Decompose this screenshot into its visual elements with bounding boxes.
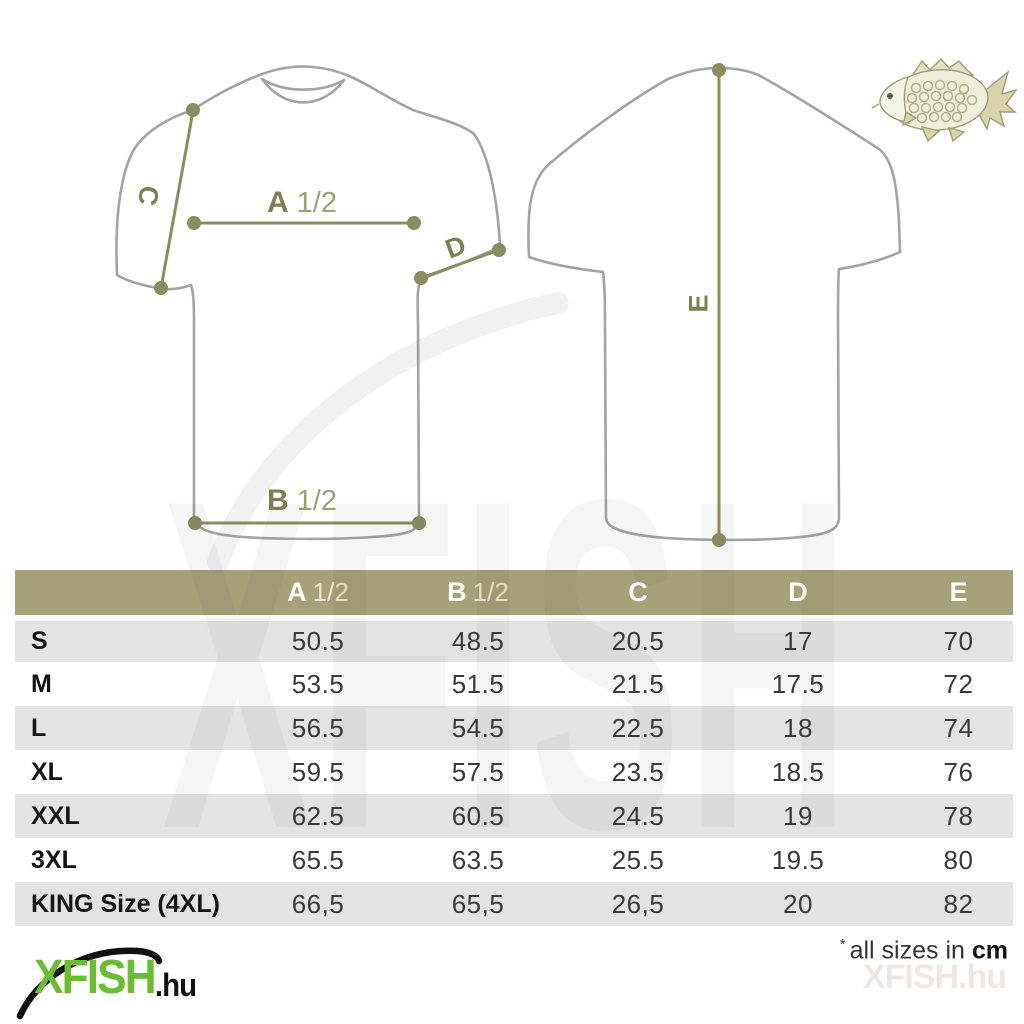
- footnote-unit: cm: [971, 936, 1008, 965]
- size-column-header: C: [558, 570, 718, 621]
- size-cell: 65.5: [291, 844, 345, 875]
- size-column-header: A 1/2: [238, 570, 398, 621]
- size-cell: 50.5: [291, 626, 345, 656]
- xfish-logo: XFISH .hu: [8, 940, 288, 1022]
- size-cell: 54.5: [451, 712, 505, 743]
- size-cell: 48.5: [451, 626, 505, 656]
- size-table-corner-cell: [15, 570, 238, 621]
- column-letter: E: [949, 577, 968, 607]
- size-cell: 25.5: [611, 844, 665, 875]
- fish-icon: [871, 57, 1018, 143]
- footnote-text: all sizes in: [849, 936, 972, 965]
- size-row-label: M: [31, 669, 52, 698]
- footnote-asterisk: *: [839, 936, 846, 953]
- size-cell: 80: [943, 844, 974, 875]
- column-letter: B: [447, 577, 467, 607]
- size-cell: 22.5: [611, 712, 665, 743]
- size-table-body: S 50.5 48.5 20.5 17 70 M 53.5 51.5 21.5 17.5 72 L 56.…: [15, 618, 1013, 926]
- size-row-label: L: [31, 713, 47, 742]
- size-row-label: XXL: [31, 801, 80, 830]
- size-cell: 20.5: [611, 626, 665, 656]
- size-cell: 60.5: [451, 800, 505, 831]
- size-cell: 62.5: [291, 800, 345, 831]
- label-A-half: A 1/2: [267, 186, 337, 219]
- size-cell: 66,5: [291, 888, 345, 919]
- column-fraction: 1/2: [472, 577, 509, 607]
- size-row: L 56.5 54.5 22.5 18 74: [15, 706, 1013, 750]
- size-cell: 76: [943, 756, 974, 787]
- size-row-label: 3XL: [31, 845, 77, 874]
- size-cell: 78: [943, 800, 974, 831]
- size-cell: 19: [783, 800, 813, 831]
- size-cell: 74: [943, 712, 974, 743]
- size-cell: 51.5: [451, 668, 505, 699]
- size-row: 3XL 65.5 63.5 25.5 19.5 80: [15, 838, 1013, 882]
- front-collar: [260, 77, 346, 91]
- size-row-label: S: [31, 627, 48, 655]
- size-cell: 59.5: [291, 756, 345, 787]
- line-C: [159, 110, 195, 289]
- size-row: S 50.5 48.5 20.5 17 70: [15, 618, 1013, 662]
- column-letter: C: [628, 577, 648, 607]
- size-cell: 19.5: [771, 844, 825, 875]
- size-cell: 20: [783, 888, 813, 919]
- front-shirt-outline: [115, 65, 502, 541]
- size-cell: 24.5: [611, 800, 665, 831]
- size-row-label: XL: [31, 757, 63, 786]
- back-shirt-outline: [527, 66, 902, 542]
- size-table-header-row: A 1/2 B 1/2 C D E: [15, 570, 1013, 621]
- size-cell: 72: [943, 668, 974, 699]
- label-B-half: B 1/2: [267, 484, 337, 517]
- size-cell: 21.5: [611, 668, 665, 699]
- size-cell: 70: [943, 626, 974, 656]
- size-column-header: E: [878, 570, 1013, 621]
- size-cell: 17.5: [771, 668, 825, 699]
- size-row: KING Size (4XL) 66,5 65,5 26,5 20 82: [15, 882, 1013, 926]
- size-cell: 26,5: [611, 888, 665, 919]
- sizes-footnote: * all sizes in cm: [840, 936, 1008, 965]
- size-cell: 53.5: [291, 668, 345, 699]
- size-cell: 17: [783, 626, 813, 656]
- logo-swoosh: [16, 947, 163, 1020]
- size-cell: 65,5: [451, 888, 505, 919]
- size-cell: 82: [943, 888, 974, 919]
- measurement-lines: [154, 63, 726, 547]
- size-cell: 63.5: [451, 844, 505, 875]
- label-E: E: [683, 294, 714, 313]
- size-table: A 1/2 B 1/2 C D E S 50.5 48.5 20.5 17 70 M 53.5 51.5 21…: [15, 570, 1013, 926]
- size-cell: 57.5: [451, 756, 505, 787]
- size-row-label: KING Size (4XL): [31, 889, 220, 918]
- size-row: XXL 62.5 60.5 24.5 19 78: [15, 794, 1013, 838]
- size-cell: 18: [783, 712, 813, 743]
- column-letter: D: [788, 577, 808, 607]
- size-cell: 56.5: [291, 712, 345, 743]
- logo-name: XFISH: [34, 951, 157, 1004]
- size-cell: 23.5: [611, 756, 665, 787]
- size-row: XL 59.5 57.5 23.5 18.5 76: [15, 750, 1013, 794]
- column-fraction: 1/2: [312, 577, 349, 607]
- size-column-header: B 1/2: [398, 570, 558, 621]
- line-D: [420, 248, 500, 280]
- column-letter: A: [287, 577, 307, 607]
- logo-tld: .hu: [154, 967, 197, 1003]
- size-row: M 53.5 51.5 21.5 17.5 72: [15, 662, 1013, 706]
- size-column-header: D: [718, 570, 878, 621]
- fish-scales: [906, 79, 978, 124]
- size-cell: 18.5: [771, 756, 825, 787]
